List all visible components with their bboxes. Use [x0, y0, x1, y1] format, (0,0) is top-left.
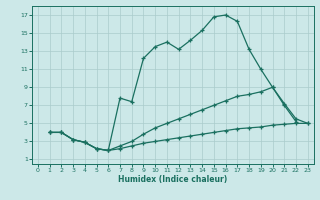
X-axis label: Humidex (Indice chaleur): Humidex (Indice chaleur): [118, 175, 228, 184]
